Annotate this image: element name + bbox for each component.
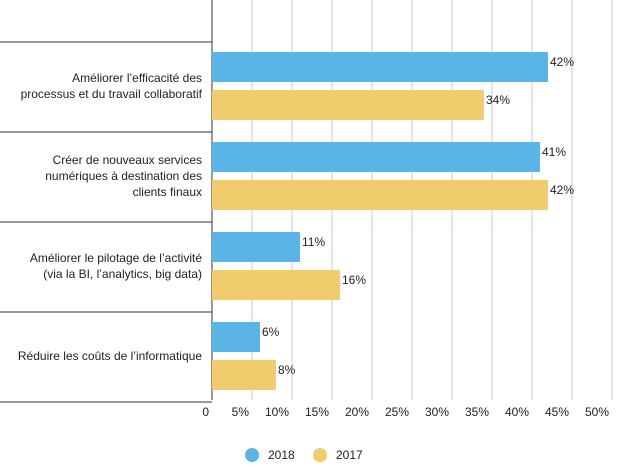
bar [212,52,548,82]
x-tick-label: 15% [305,405,329,419]
category-label: Améliorer le pilotage de l’activité (via … [30,251,202,281]
x-tick-label: 40% [505,405,529,419]
category-label: Améliorer l’efficacité des processus et d… [21,71,203,101]
bar [212,180,548,210]
x-tick-label: 45% [545,405,569,419]
value-label: 8% [278,363,296,377]
bar [212,360,276,390]
category-label: Créer de nouveaux services numériques à d… [45,153,202,199]
x-tick-label: 20% [345,405,369,419]
x-tick-label: 35% [465,405,489,419]
value-label: 16% [342,273,366,287]
value-label: 42% [550,55,574,69]
value-label: 11% [302,235,325,249]
value-label: 6% [262,325,280,339]
legend-label: 2017 [336,448,363,462]
legend-label: 2018 [268,448,295,462]
bar [212,270,340,300]
x-tick-label: 50% [585,405,609,419]
bar [212,142,540,172]
legend-swatch [313,448,327,462]
x-tick-label: 5% [232,405,250,419]
legend-swatch [245,448,259,462]
bar [212,322,260,352]
value-label: 41% [542,145,566,159]
value-label: 34% [486,93,510,107]
category-label: Réduire les coûts de l’informatique [18,349,202,363]
value-label: 42% [550,183,574,197]
x-tick-label: 0 [202,405,209,419]
bar [212,90,484,120]
x-tick-label: 30% [425,405,449,419]
x-tick-label: 25% [385,405,409,419]
bar [212,232,300,262]
x-tick-label: 10% [265,405,289,419]
